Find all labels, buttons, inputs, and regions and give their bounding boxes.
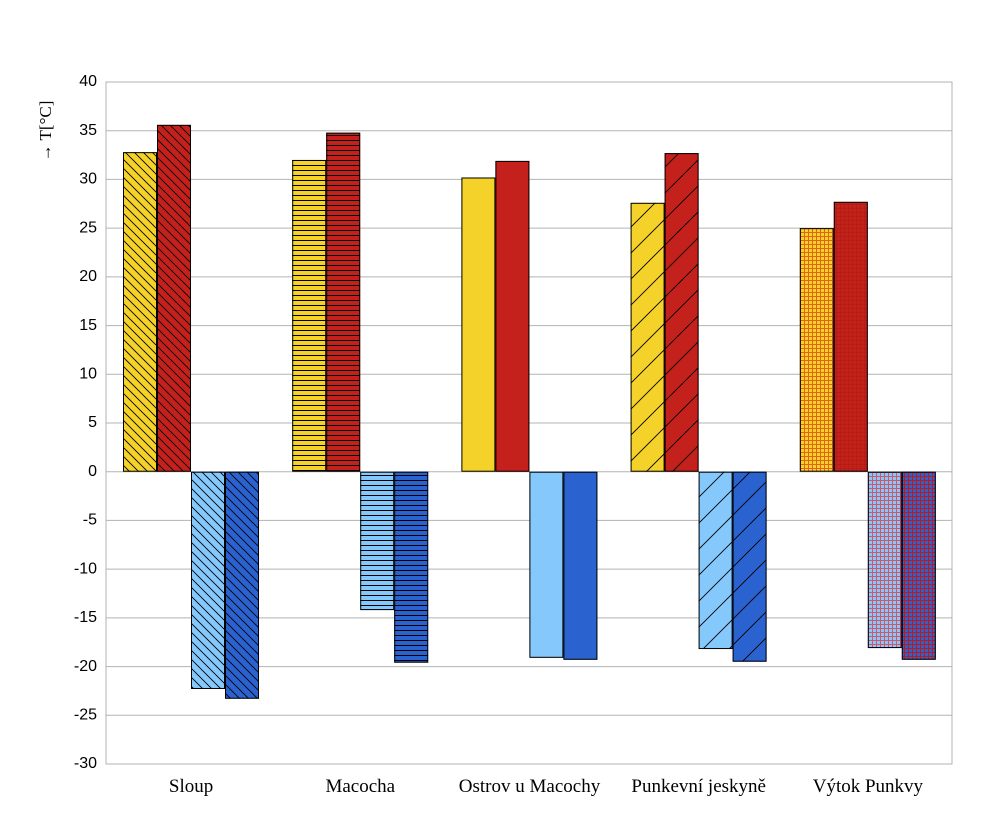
bar bbox=[394, 471, 429, 663]
y-axis-ticks: -30 -25 -20 -15 -10 -5 0 5 10 15 20 25 30 35 40 bbox=[74, 73, 97, 772]
bar bbox=[292, 159, 327, 472]
bar-outline bbox=[698, 471, 733, 650]
y-tick-label: 0 bbox=[88, 463, 97, 480]
category-labels: Sloup Macocha Ostrov u Macochy Punkevní jes… bbox=[169, 776, 924, 797]
plot-frame bbox=[105, 81, 953, 765]
y-tick-label: 35 bbox=[79, 122, 97, 139]
y-tick-label: -10 bbox=[74, 560, 97, 577]
y-tick-label: -5 bbox=[83, 512, 97, 529]
bar bbox=[123, 152, 157, 472]
y-tick-label: 10 bbox=[79, 366, 97, 383]
bar bbox=[901, 471, 936, 660]
bar bbox=[157, 124, 191, 472]
bar-outline bbox=[901, 471, 936, 660]
y-axis-title: → T[°C] bbox=[36, 101, 55, 162]
bar bbox=[732, 471, 767, 662]
bar bbox=[461, 177, 496, 472]
bar bbox=[529, 471, 564, 658]
y-tick-label: -20 bbox=[74, 658, 97, 675]
bar-outline bbox=[664, 153, 699, 472]
bar-outline bbox=[529, 471, 564, 658]
bar-outline bbox=[157, 124, 191, 472]
bar bbox=[630, 202, 665, 472]
y-tick-label: 15 bbox=[79, 317, 97, 334]
bar-outline bbox=[495, 160, 530, 472]
x-category-label: Výtok Punkvy bbox=[813, 776, 924, 797]
y-tick-label: -15 bbox=[74, 609, 97, 626]
bar-outline bbox=[225, 471, 259, 699]
bar-outline bbox=[394, 471, 429, 663]
y-tick-label: 20 bbox=[79, 268, 97, 285]
bar bbox=[191, 471, 225, 689]
bar-outline bbox=[123, 152, 157, 472]
bar-outline bbox=[867, 471, 902, 649]
bar-outline bbox=[191, 471, 225, 689]
bar-outline bbox=[326, 132, 361, 472]
y-tick-label: 5 bbox=[88, 414, 97, 431]
bar bbox=[326, 132, 361, 472]
bar-outline bbox=[461, 177, 496, 472]
bar-outline bbox=[630, 202, 665, 472]
bar bbox=[495, 160, 530, 472]
x-category-label: Sloup bbox=[169, 776, 213, 797]
bar bbox=[360, 471, 395, 611]
bar-outline bbox=[732, 471, 767, 662]
x-category-label: Punkevní jeskyně bbox=[631, 776, 766, 797]
bar-outline bbox=[360, 471, 395, 611]
y-tick-label: -30 bbox=[74, 755, 97, 772]
y-tick-label: 30 bbox=[79, 171, 97, 188]
bar bbox=[833, 201, 868, 472]
bar-outline bbox=[563, 471, 598, 660]
bar bbox=[867, 471, 902, 649]
bar bbox=[799, 228, 834, 472]
bar bbox=[664, 153, 699, 472]
bars bbox=[123, 124, 936, 699]
y-tick-label: 25 bbox=[79, 219, 97, 236]
bar-outline bbox=[799, 228, 834, 472]
bar bbox=[225, 471, 259, 699]
bar-outline bbox=[292, 159, 327, 472]
x-category-label: Macocha bbox=[325, 776, 395, 797]
y-tick-label: 40 bbox=[79, 73, 97, 90]
x-category-label: Ostrov u Macochy bbox=[459, 776, 601, 797]
bar bbox=[563, 471, 598, 660]
y-tick-label: -25 bbox=[74, 707, 97, 724]
bar-outline bbox=[833, 201, 868, 472]
bar bbox=[698, 471, 733, 650]
